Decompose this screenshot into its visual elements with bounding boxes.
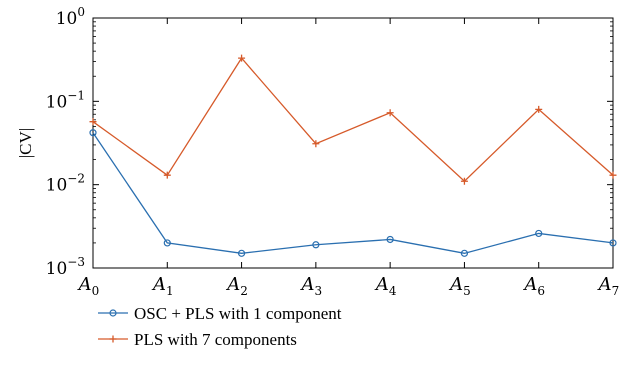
- data-point-plus: [386, 109, 394, 117]
- y-tick-label: 10−1: [46, 88, 85, 112]
- y-tick-label: 10−2: [46, 172, 85, 196]
- data-point-plus: [609, 171, 617, 179]
- legend-label-osc-pls: OSC + PLS with 1 component: [134, 304, 342, 323]
- y-tick-label: 100: [56, 5, 85, 29]
- data-point-plus: [535, 105, 543, 113]
- series-0: [89, 129, 617, 257]
- x-tick-label: A7: [597, 274, 620, 298]
- x-tick-label: A4: [374, 274, 397, 298]
- series-layer: [89, 54, 617, 257]
- y-axis-label: |CV|: [16, 128, 35, 158]
- legend: OSC + PLS with 1 component PLS with 7 co…: [98, 304, 342, 349]
- legend-item-pls: PLS with 7 components: [98, 330, 297, 349]
- x-tick-label: A2: [225, 274, 248, 298]
- y-tick-label: 10−3: [46, 255, 85, 279]
- x-tick-label: A6: [522, 274, 545, 298]
- data-point-circle: [237, 249, 246, 257]
- x-tick-label: A1: [151, 274, 174, 298]
- x-axis-ticks: A0 A1 A2 A3 A4 A5 A6 A7: [77, 18, 620, 298]
- x-tick-label: A0: [77, 274, 100, 298]
- x-tick-label: A3: [300, 274, 323, 298]
- data-point-circle: [386, 235, 394, 244]
- legend-item-osc-pls: OSC + PLS with 1 component: [98, 304, 342, 323]
- data-point-plus: [89, 118, 97, 126]
- x-tick-label: A5: [448, 274, 471, 298]
- legend-marker-circle-icon: [109, 309, 117, 317]
- series-line: [92, 57, 614, 183]
- legend-marker-plus-icon: [109, 335, 117, 343]
- data-point-plus: [460, 177, 468, 185]
- data-point-circle: [163, 239, 171, 247]
- data-point-circle: [535, 229, 543, 238]
- legend-label-pls: PLS with 7 components: [134, 330, 297, 349]
- series-line: [92, 132, 614, 254]
- data-point-circle: [460, 249, 469, 257]
- data-point-circle: [89, 129, 97, 137]
- data-point-circle: [609, 239, 617, 247]
- plot-frame: [92, 17, 614, 269]
- data-point-circle: [312, 241, 320, 249]
- series-1: [89, 54, 617, 185]
- y-axis-ticks: 100 10−1 10−2 10−3: [46, 5, 613, 279]
- data-point-plus: [312, 140, 320, 148]
- data-point-plus: [238, 54, 246, 62]
- data-point-plus: [163, 171, 171, 179]
